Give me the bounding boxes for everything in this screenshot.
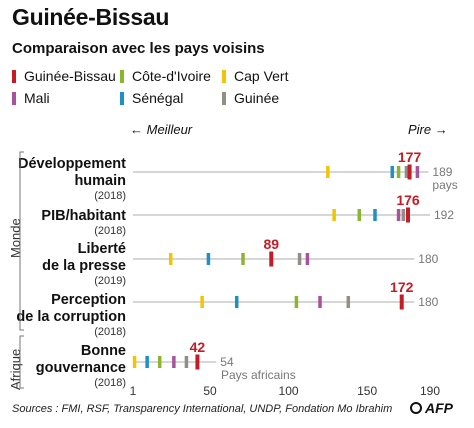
legend-item-cote-divoire: Côte-d'Ivoire <box>120 68 211 84</box>
direction-worse-label: Pire → <box>408 122 448 137</box>
marker-mali <box>305 253 310 265</box>
marker-guin-e <box>184 356 189 368</box>
x-tick-label: 1 <box>130 384 137 398</box>
highlight-rank-label: 89 <box>263 236 279 252</box>
marker-guin-e <box>346 296 351 308</box>
highlight-rank-label: 176 <box>396 192 420 208</box>
marker-guin-e-bissau <box>406 207 410 223</box>
highlight-rank-label: 172 <box>390 279 414 295</box>
marker-guin-e <box>297 253 302 265</box>
row-total-label: 180 <box>418 252 438 266</box>
legend-swatch <box>120 69 124 83</box>
marker-cap-vert <box>168 253 173 265</box>
marker-c-te-d-ivoire <box>241 253 245 265</box>
legend-swatch <box>222 91 226 105</box>
highlight-rank-label: 177 <box>398 149 422 165</box>
row-total-unit: pays <box>432 178 457 192</box>
marker-c-te-d-ivoire <box>157 356 162 368</box>
legend-item-guinee-bissau: Guinée-Bissau <box>12 68 116 84</box>
marker-cap-vert <box>200 296 204 308</box>
marker-mali <box>318 296 322 308</box>
legend-swatch <box>222 69 226 83</box>
marker-c-te-d-ivoire <box>396 166 401 178</box>
row-label-developpement: Développement humain (2018) <box>18 156 126 202</box>
row-total-label: 180 <box>418 295 438 309</box>
marker-s-n-gal <box>234 296 239 308</box>
chart-title: Guinée-Bissau <box>12 4 170 30</box>
marker-guin-e <box>404 166 409 178</box>
row-total-label: 192 <box>434 208 454 222</box>
legend-swatch <box>12 91 16 105</box>
group-bracket-africa <box>19 335 24 389</box>
row-label-gouvernance: Bonne gouvernance (2018) <box>35 343 126 389</box>
marker-s-n-gal <box>373 209 377 221</box>
legend-item-senegal: Sénégal <box>120 90 183 106</box>
marker-cap-vert <box>326 166 330 178</box>
marker-s-n-gal <box>145 356 149 368</box>
x-tick-label: 100 <box>279 384 299 398</box>
legend-item-cap-vert: Cap Vert <box>222 68 288 84</box>
row-total-label: 54 <box>220 355 234 369</box>
marker-guin-e-bissau <box>195 354 200 370</box>
x-tick-label: 190 <box>420 384 440 398</box>
marker-s-n-gal <box>206 253 211 265</box>
marker-guin-e-bissau <box>407 164 412 180</box>
direction-better-label: ← Meilleur <box>130 122 193 137</box>
row-label-liberte: Liberté de la presse (2019) <box>42 241 126 287</box>
legend-swatch <box>120 91 124 105</box>
legend-item-mali: Mali <box>12 90 50 106</box>
row-label-pib: PIB/habitant (2018) <box>41 208 126 237</box>
marker-c-te-d-ivoire <box>294 296 299 308</box>
group-bracket-world <box>19 151 24 331</box>
afp-logo-mark <box>410 402 422 414</box>
marker-c-te-d-ivoire <box>357 209 362 221</box>
row-total-unit: Pays africains <box>221 368 296 382</box>
marker-guin-e-bissau <box>399 294 404 310</box>
marker-s-n-gal <box>390 166 395 178</box>
afp-logo: AFP <box>410 400 453 416</box>
marker-mali <box>396 209 401 221</box>
source-note: Sources : FMI, RSF, Transparency Interna… <box>12 403 393 415</box>
chart-subtitle: Comparaison avec les pays voisins <box>12 40 265 57</box>
marker-mali <box>415 166 420 178</box>
marker-guin-e <box>401 209 406 221</box>
x-tick-label: 50 <box>203 384 217 398</box>
legend-item-guinee: Guinée <box>222 90 279 106</box>
marker-cap-vert <box>132 356 137 368</box>
x-tick-label: 150 <box>357 384 377 398</box>
highlight-rank-label: 42 <box>190 339 206 355</box>
row-label-corruption: Perception de la corruption (2018) <box>16 292 126 338</box>
marker-cap-vert <box>332 209 336 221</box>
legend-swatch <box>12 69 16 83</box>
row-total-label: 189 <box>432 165 452 179</box>
marker-mali <box>172 356 176 368</box>
marker-guin-e-bissau <box>269 251 274 267</box>
